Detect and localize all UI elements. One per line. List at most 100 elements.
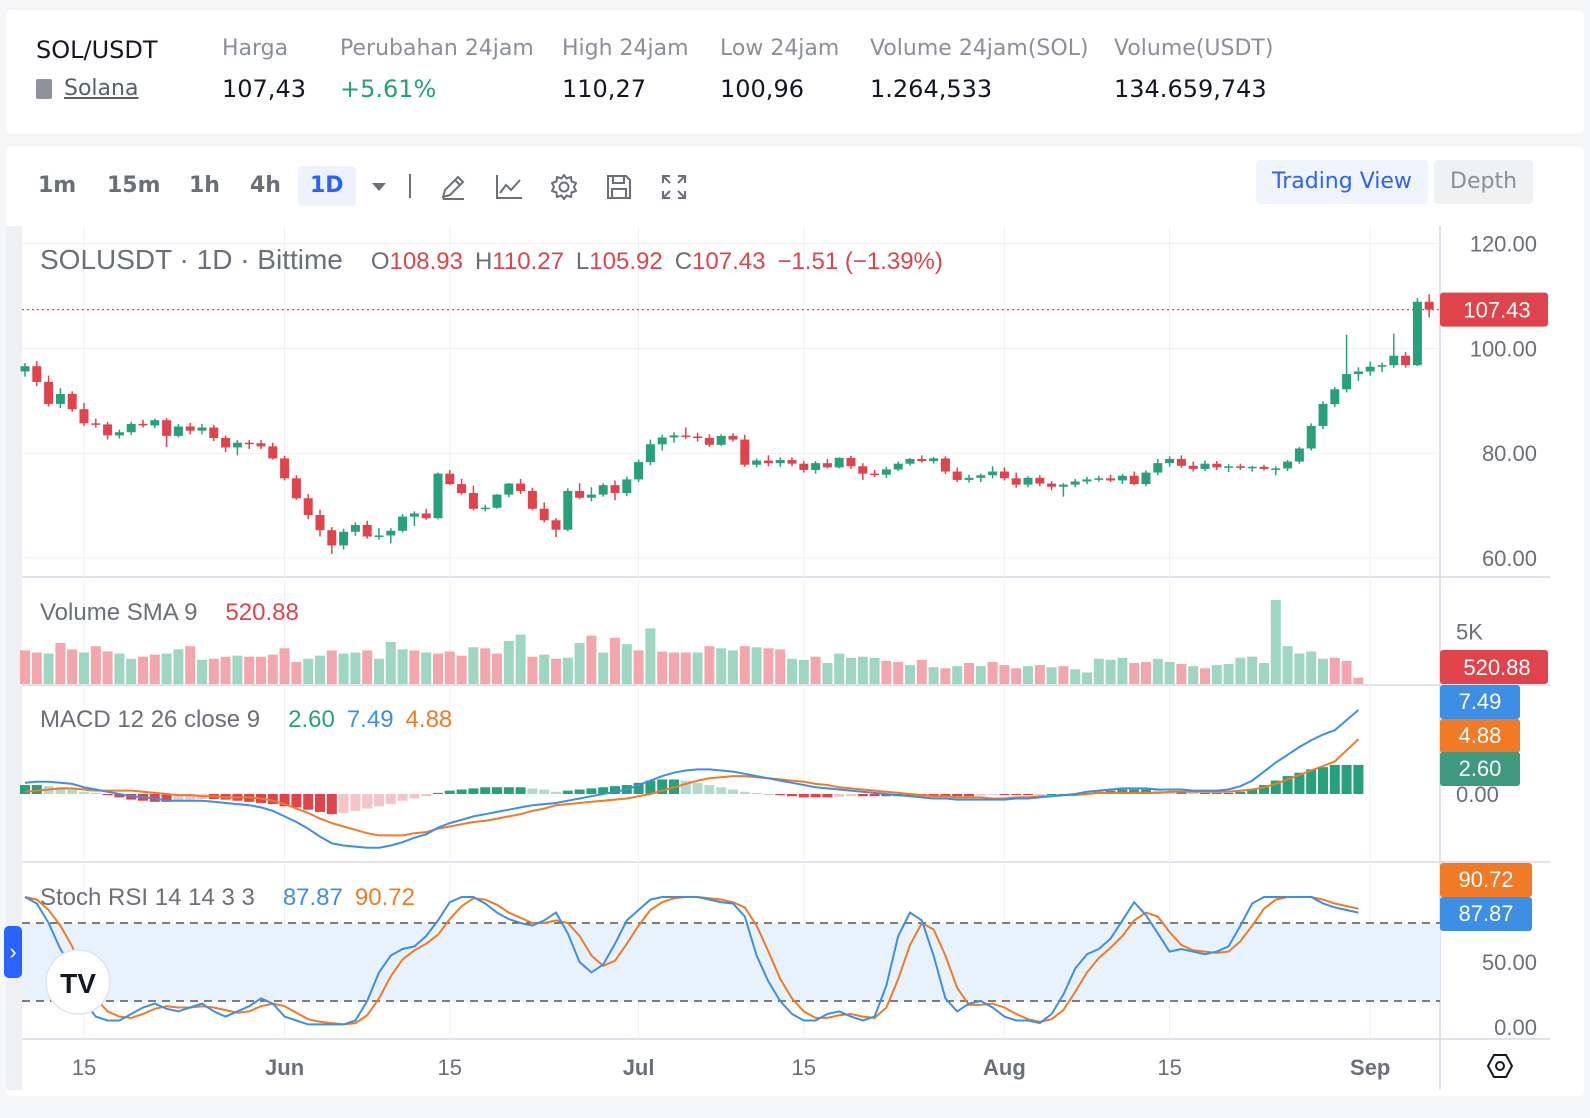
candle-body	[1271, 468, 1281, 470]
volume-bar	[787, 658, 797, 684]
macd-histogram-bar	[1046, 794, 1057, 795]
coin-link[interactable]: Solana	[64, 76, 139, 101]
candle-body	[197, 427, 207, 431]
trading-view-button[interactable]: Trading View	[1256, 160, 1428, 204]
chevron-down-icon[interactable]	[364, 172, 394, 202]
macd-histogram-bar	[90, 792, 101, 794]
macd-line-tag: 7.49	[1459, 689, 1502, 714]
candle-body	[1047, 483, 1057, 487]
candle-body	[303, 498, 313, 516]
candle-body	[1318, 403, 1328, 426]
macd-legend-part: 7.49	[347, 706, 394, 733]
stoch-tick-label: 0.00	[1494, 1015, 1537, 1040]
pencil-icon[interactable]	[438, 172, 468, 202]
volume-bar	[916, 659, 927, 684]
volume-bar	[503, 640, 514, 684]
volume-bar	[55, 643, 66, 684]
timeframe-1m[interactable]: 1m	[38, 173, 77, 198]
macd-histogram-bar	[810, 794, 821, 798]
volume-bar	[385, 642, 396, 684]
volume-bar	[480, 648, 491, 684]
macd-histogram-bar	[952, 794, 963, 797]
macd-histogram-bar	[798, 794, 809, 798]
volume-bar	[574, 643, 585, 684]
depth-button[interactable]: Depth	[1434, 160, 1534, 204]
volume-bar	[433, 653, 443, 684]
volume-bar	[1105, 659, 1116, 684]
macd-histogram-bar	[31, 785, 42, 794]
macd-histogram-bar	[1211, 792, 1222, 794]
save-icon[interactable]	[604, 172, 634, 202]
time-tick-label: Jul	[623, 1055, 655, 1080]
macd-histogram-bar	[161, 794, 172, 802]
tradingview-logo: TV	[60, 968, 96, 999]
volume-bar	[798, 659, 809, 684]
candle-body	[669, 435, 679, 438]
stat-label: Perubahan 24jam	[340, 36, 534, 61]
timeframe-4h[interactable]: 4h	[250, 173, 281, 198]
volume-bar	[421, 652, 432, 684]
macd-line	[24, 709, 1360, 849]
volume-bar	[1070, 669, 1081, 684]
macd-histogram-bar	[1034, 794, 1045, 795]
candle-body	[952, 471, 962, 480]
timeframe-1d[interactable]: 1D	[298, 166, 356, 206]
stat-high: High 24jam 110,27	[562, 36, 689, 103]
candle-body	[551, 520, 561, 530]
line-chart-icon[interactable]	[494, 172, 524, 202]
volume-bars	[20, 600, 1364, 684]
timeframe-1h[interactable]: 1h	[189, 173, 220, 198]
stoch-d-tag: 90.72	[1458, 867, 1513, 892]
stoch-k-line	[24, 896, 1359, 1026]
volume-bar	[232, 655, 243, 684]
candle-body	[811, 463, 821, 470]
candle-body	[1070, 481, 1080, 485]
macd-histogram-bar	[102, 794, 113, 796]
candle-body	[752, 460, 762, 465]
macd-histogram-bar	[999, 794, 1010, 796]
candle-body	[728, 435, 738, 440]
volume-bar	[680, 652, 691, 684]
volume-bar	[775, 649, 786, 684]
macd-histogram-bar	[492, 787, 502, 794]
volume-bar	[1023, 666, 1033, 684]
ohlc-legend-part: O	[371, 248, 390, 275]
candle-body	[162, 420, 172, 436]
volume-bar	[586, 635, 597, 684]
candle-body	[1129, 475, 1139, 485]
volume-tick-label: 5K	[1456, 620, 1483, 645]
macd-histogram-bar	[657, 779, 668, 794]
volume-sma-tag-bg	[1440, 650, 1548, 684]
volume-bar	[905, 665, 915, 684]
volume-bar	[940, 668, 951, 684]
candle-body	[598, 485, 608, 495]
timeframe-15m[interactable]: 15m	[107, 173, 161, 198]
macd-histogram-bar	[763, 794, 774, 795]
candle-body	[1176, 458, 1186, 466]
candle-body	[409, 513, 419, 517]
candle-body	[645, 444, 655, 463]
left-gutter	[6, 226, 22, 1090]
volume-bar	[1341, 660, 1352, 684]
candle-body	[150, 420, 160, 426]
candle-body	[1165, 458, 1175, 464]
gear-icon[interactable]	[549, 172, 579, 202]
candle-body	[268, 446, 278, 459]
volume-bar	[1259, 663, 1269, 684]
volume-bar	[102, 651, 113, 684]
stat-label: Volume(USDT)	[1114, 36, 1274, 61]
ohlc-legend: SOLUSDT · 1D · Bittime O108.93 H110.27 L105…	[40, 244, 943, 275]
candle-body	[610, 485, 620, 494]
macd-histogram-bar	[385, 794, 396, 805]
candle-body	[693, 436, 703, 439]
macd-histogram-bar	[421, 794, 432, 797]
volume-bar	[149, 654, 160, 684]
fullscreen-icon[interactable]	[659, 172, 689, 202]
volume-bar	[1353, 677, 1364, 684]
volume-bar	[1294, 653, 1305, 684]
candle-body	[917, 458, 927, 462]
macd-histogram-bar	[362, 794, 373, 809]
price-tick-label: 100.00	[1470, 336, 1537, 361]
candle-body	[539, 508, 549, 521]
